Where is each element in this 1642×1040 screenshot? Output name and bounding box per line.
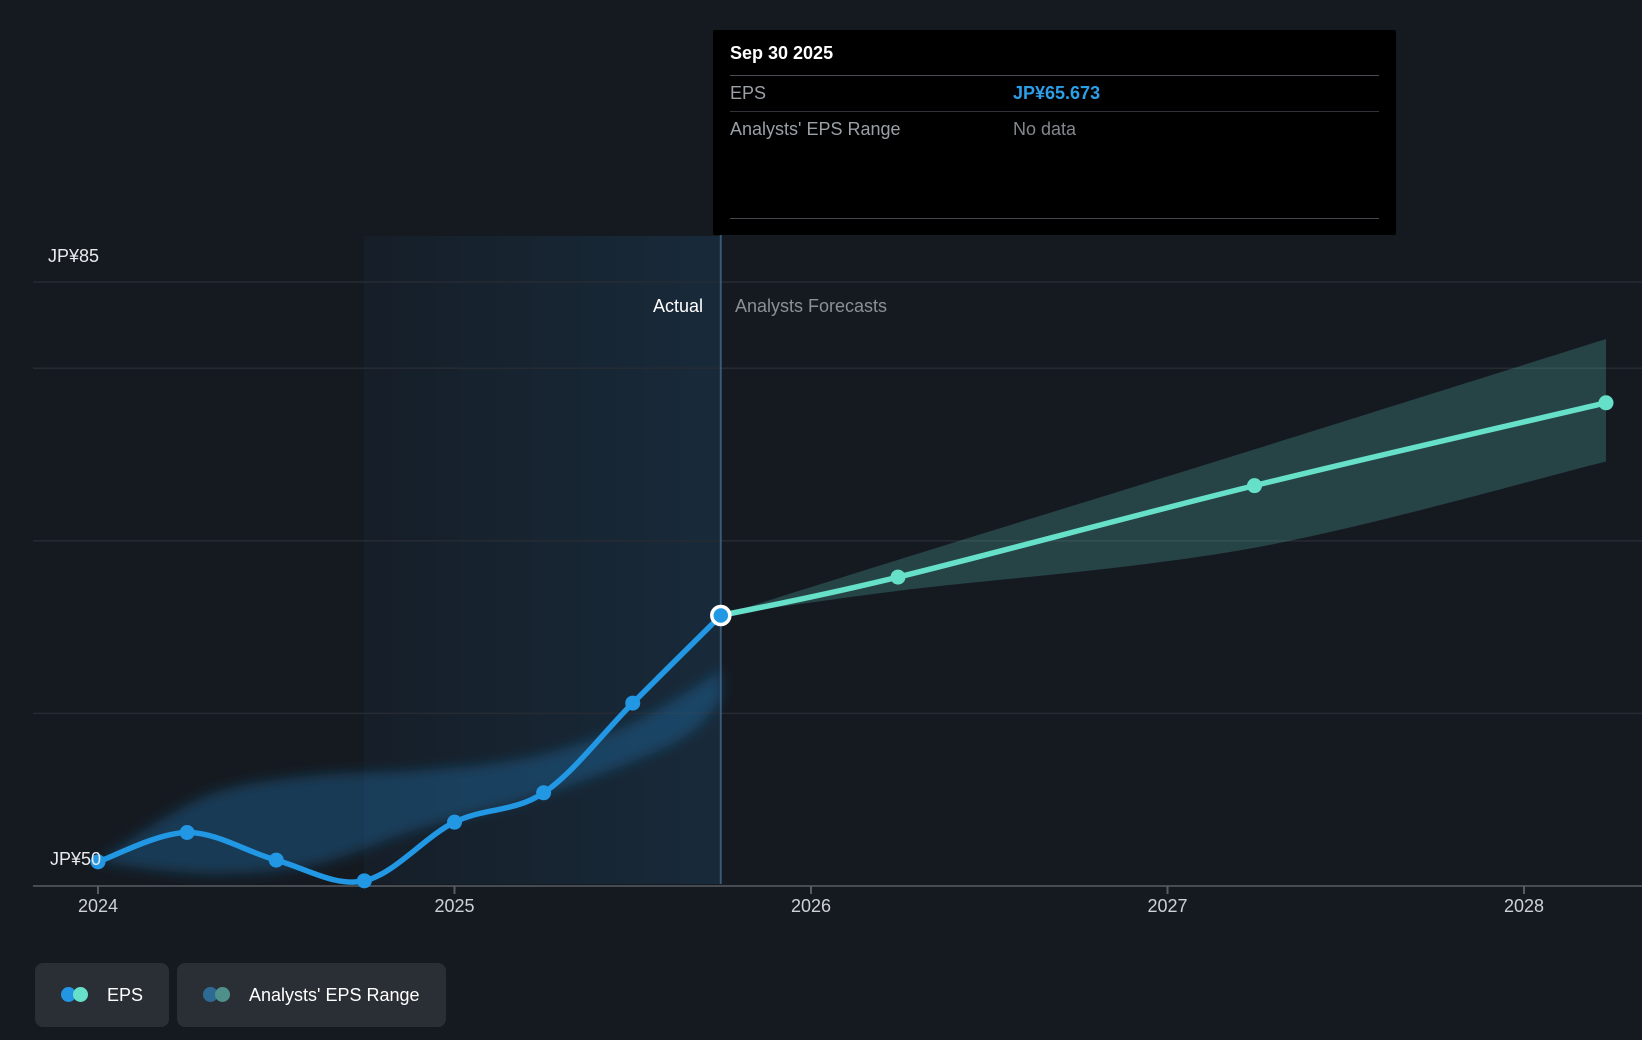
legend-item-analysts-eps-range[interactable]: Analysts' EPS Range xyxy=(177,963,446,1027)
chart-legend: EPS Analysts' EPS Range xyxy=(35,963,446,1027)
eps-forecast-line xyxy=(718,400,1609,619)
tooltip-eps-label: EPS xyxy=(730,83,767,103)
x-axis-label-2025: 2025 xyxy=(434,896,475,916)
range-legend-dots-icon xyxy=(203,987,231,1003)
legend-label: Analysts' EPS Range xyxy=(249,984,420,1005)
actual-eps-range-band xyxy=(98,670,721,875)
tooltip-range-label: Analysts' EPS Range xyxy=(730,119,901,139)
x-axis-label-2024: 2024 xyxy=(77,896,119,916)
tooltip-row-eps: EPS JP¥65.673 xyxy=(730,76,1379,111)
eps-actual-point[interactable] xyxy=(356,873,372,889)
x-axis-label-2027: 2027 xyxy=(1147,896,1188,916)
eps-actual-point[interactable] xyxy=(268,852,284,868)
legend-item-eps[interactable]: EPS xyxy=(35,963,170,1027)
eps-actual-point[interactable] xyxy=(447,814,462,830)
region-label-analysts-forecasts: Analysts Forecasts xyxy=(735,296,888,316)
tooltip-divider xyxy=(730,75,1379,76)
eps-forecast-point[interactable] xyxy=(890,569,906,585)
analysts-eps-range-band xyxy=(720,338,1606,616)
tooltip-date: Sep 30 2025 xyxy=(730,43,834,63)
hover-tooltip: Sep 30 2025 EPS JP¥65.673 Analysts' EPS … xyxy=(713,30,1396,235)
y-axis-label-max: JP¥85 xyxy=(48,246,100,266)
eps-actual-point[interactable] xyxy=(625,695,641,711)
eps-actual-point[interactable] xyxy=(90,854,106,870)
eps-legend-dots-icon xyxy=(61,987,89,1003)
eps-forecast-point[interactable] xyxy=(1598,395,1614,411)
eps-actual-point[interactable] xyxy=(179,825,195,841)
tooltip-eps-value: JP¥65.673 xyxy=(1013,83,1101,103)
tooltip-range-value: No data xyxy=(1013,119,1077,139)
tooltip-divider xyxy=(730,111,1379,112)
x-axis-label-2028: 2028 xyxy=(1503,896,1545,916)
legend-label: EPS xyxy=(107,984,144,1005)
x-axis-label-2026: 2026 xyxy=(790,896,832,916)
tooltip-row-eps-range: Analysts' EPS Range No data xyxy=(730,112,1379,147)
eps-forecast-point[interactable] xyxy=(1246,478,1262,494)
hovered-eps-point[interactable] xyxy=(710,604,732,627)
y-axis-label-min: JP¥50 xyxy=(50,849,102,869)
region-label-actual: Actual xyxy=(652,296,703,316)
eps-actual-point[interactable] xyxy=(536,785,552,801)
tooltip-divider xyxy=(730,218,1379,219)
